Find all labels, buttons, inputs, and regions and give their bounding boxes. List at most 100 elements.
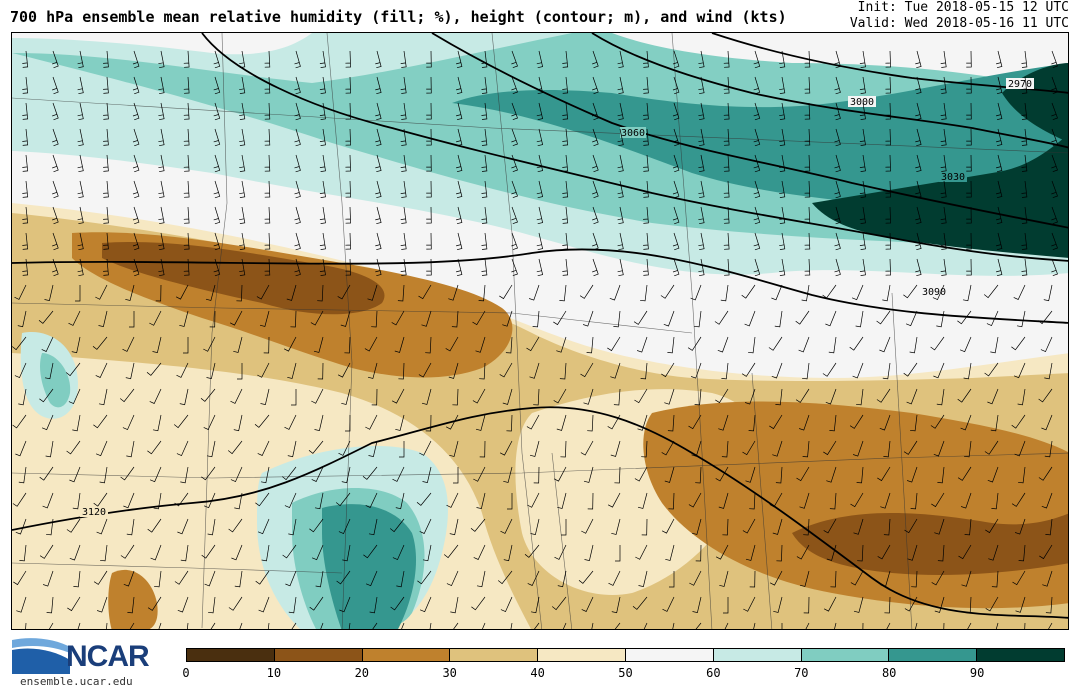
wind-barb xyxy=(69,544,81,561)
wind-barb xyxy=(876,388,891,403)
wind-barb xyxy=(779,76,786,94)
wind-barb xyxy=(966,154,972,172)
wind-barb xyxy=(885,76,891,94)
wind-barb xyxy=(1051,76,1058,95)
wind-barb xyxy=(804,154,811,172)
wind-barb xyxy=(481,154,488,172)
wind-barb xyxy=(695,544,702,562)
wind-barb xyxy=(319,50,326,68)
wind-barb xyxy=(421,310,432,327)
wind-barb xyxy=(311,544,324,561)
wind-barb xyxy=(342,544,351,562)
wind-barb xyxy=(12,414,27,429)
wind-barb xyxy=(45,440,54,458)
wind-barb xyxy=(311,466,324,482)
wind-barb xyxy=(637,492,648,509)
wind-barb xyxy=(581,596,594,612)
wind-barb xyxy=(258,596,270,613)
wind-barb xyxy=(125,362,135,380)
wind-barb xyxy=(400,258,407,276)
wind-barb xyxy=(481,206,488,224)
wind-barb xyxy=(448,284,459,301)
wind-barb xyxy=(335,492,351,507)
wind-barb xyxy=(886,622,891,629)
wind-barb xyxy=(255,492,270,507)
wind-barb xyxy=(345,232,351,250)
colorbar-segment xyxy=(977,649,1064,661)
wind-barb xyxy=(822,362,837,377)
wind-barb xyxy=(368,518,378,536)
wind-barb xyxy=(753,154,761,173)
wind-barb xyxy=(183,50,190,68)
wind-barb xyxy=(77,180,84,199)
wind-barb xyxy=(723,128,730,146)
wind-barb xyxy=(579,284,594,299)
wind-barb xyxy=(294,258,301,277)
wind-barb xyxy=(556,414,567,431)
wind-barb xyxy=(49,622,54,629)
wind-barb xyxy=(940,232,947,250)
wind-barb xyxy=(834,102,841,121)
wind-barb xyxy=(127,596,135,614)
colorbar-segment xyxy=(713,649,802,661)
wind-barb xyxy=(345,50,351,68)
contour-label-3030: 3030 xyxy=(941,172,965,183)
wind-barb xyxy=(957,466,972,481)
wind-barb xyxy=(940,180,947,198)
wind-barb xyxy=(744,310,756,327)
wind-barb xyxy=(829,492,837,510)
wind-barb xyxy=(1037,310,1053,325)
wind-barb xyxy=(859,128,866,146)
wind-barb xyxy=(446,492,459,508)
wind-barb xyxy=(856,466,864,484)
colorbar-ticks: 0 10 20 30 40 50 60 70 80 90 xyxy=(182,666,1065,682)
wind-barb xyxy=(795,310,810,325)
wind-barb xyxy=(580,440,594,456)
wind-barb xyxy=(126,518,135,536)
colorbar-segment xyxy=(889,649,978,661)
wind-barb xyxy=(798,414,810,431)
wind-barb xyxy=(1011,414,1026,429)
wind-barb xyxy=(147,596,162,611)
colorbar-tick-label: 10 xyxy=(266,666,282,680)
wind-barb xyxy=(281,466,297,481)
wind-barb xyxy=(753,76,761,95)
wind-barb xyxy=(536,232,544,251)
wind-barb xyxy=(99,466,108,484)
wind-barb xyxy=(71,336,81,354)
wind-barb xyxy=(862,622,864,629)
wind-barb xyxy=(456,154,463,173)
wind-barb xyxy=(960,492,972,509)
wind-barb xyxy=(634,466,648,482)
colorbar-segment xyxy=(801,649,890,661)
wind-barb xyxy=(536,154,544,173)
wind-barb xyxy=(964,518,972,536)
wind-barb xyxy=(77,76,84,95)
forecast-map: 3060 3000 3030 2970 3090 3120 xyxy=(11,32,1069,630)
wind-barb xyxy=(664,466,675,483)
wind-barb xyxy=(294,102,301,121)
wind-barb xyxy=(936,310,945,328)
wind-barb xyxy=(155,284,162,302)
wind-barb xyxy=(617,232,624,251)
wind-barb xyxy=(859,154,866,172)
wind-barb xyxy=(476,492,486,510)
wind-barb xyxy=(984,362,999,377)
wind-barb xyxy=(883,440,891,458)
wind-barb xyxy=(689,570,702,586)
wind-barb xyxy=(915,622,918,629)
wind-barb xyxy=(44,284,54,302)
wind-barb xyxy=(425,336,432,354)
wind-barb xyxy=(22,50,29,68)
wind-barb xyxy=(717,336,729,353)
wind-barb xyxy=(991,492,999,510)
wind-barb xyxy=(213,128,221,147)
wind-barb xyxy=(690,284,702,301)
wind-barb xyxy=(672,76,680,95)
wind-barb xyxy=(282,544,297,559)
colorbar-segment xyxy=(450,649,539,661)
wind-barb xyxy=(22,258,29,276)
wind-barb xyxy=(609,284,621,301)
wind-barb xyxy=(511,50,518,69)
ncar-logo-text: NCAR xyxy=(66,640,150,673)
